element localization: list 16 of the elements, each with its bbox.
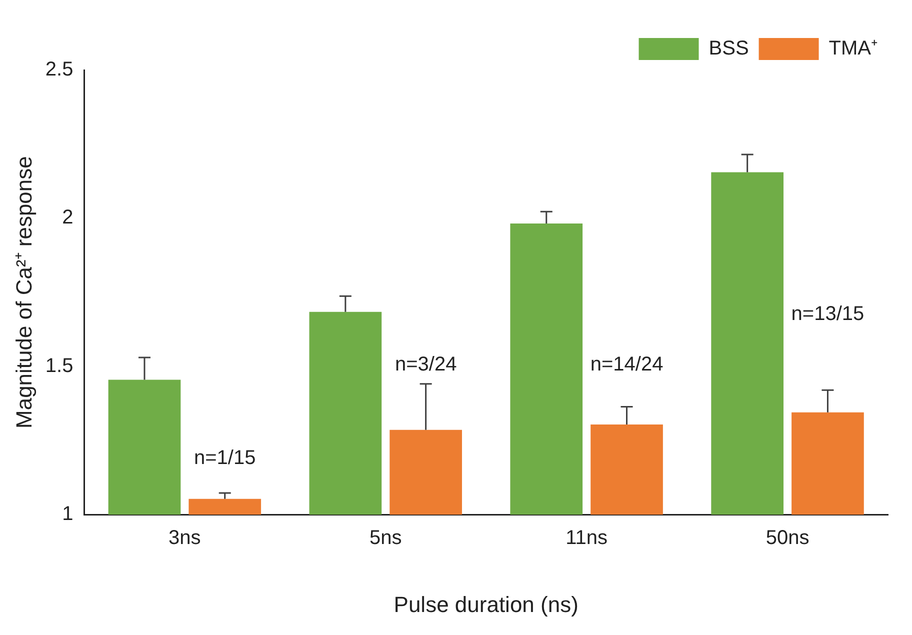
annotation: n=13/15 — [791, 303, 864, 326]
y-tick-label: 1 — [62, 503, 74, 526]
legend-label: BSS — [708, 38, 749, 60]
y-tick-label: 2.5 — [45, 58, 74, 81]
x-tick-label: 3ns — [168, 527, 201, 550]
x-axis-title: Pulse duration (ns) — [394, 592, 578, 617]
y-axis-title: Magnitude of Ca²⁺ response — [11, 156, 36, 428]
y-tick-label: 1.5 — [45, 354, 74, 377]
x-tick-label: 11ns — [566, 527, 608, 550]
y-tick-label: 2 — [62, 206, 74, 229]
annotation: n=1/15 — [194, 446, 256, 469]
annotation: n=14/24 — [590, 353, 664, 376]
x-tick-label: 5ns — [370, 527, 402, 550]
x-tick-label: 50ns — [766, 527, 810, 550]
annotation: n=3/24 — [394, 353, 457, 376]
legend-label: TMA⁺ — [828, 38, 878, 60]
